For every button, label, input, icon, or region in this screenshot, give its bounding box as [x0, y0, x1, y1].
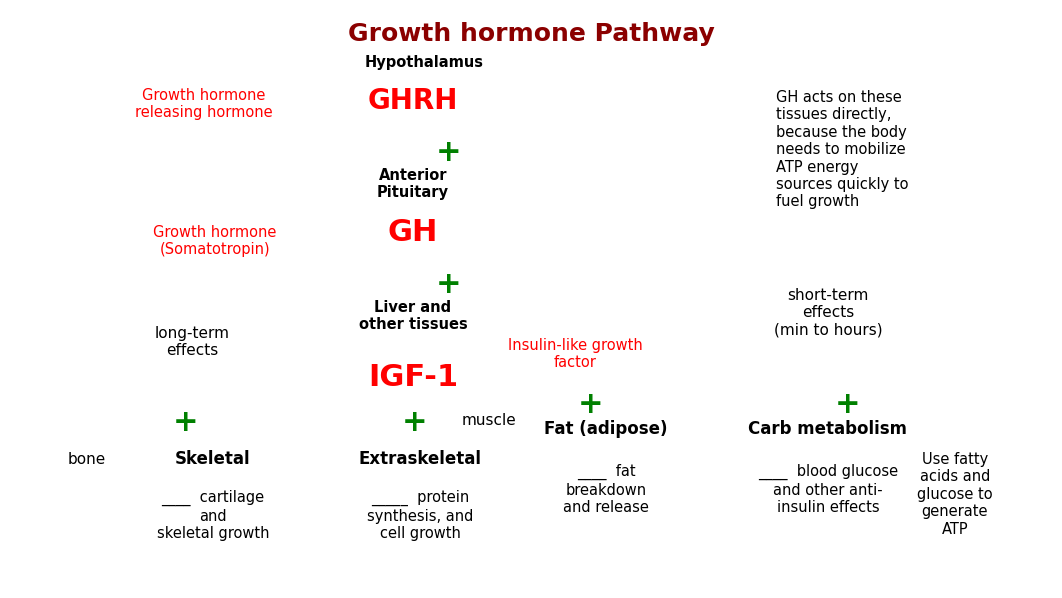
Text: +: + — [835, 390, 861, 419]
Text: Growth hormone
releasing hormone: Growth hormone releasing hormone — [135, 88, 273, 120]
Text: Extraskeletal: Extraskeletal — [359, 450, 481, 468]
Text: +: + — [402, 408, 428, 437]
Text: GH acts on these
tissues directly,
because the body
needs to mobilize
ATP energy: GH acts on these tissues directly, becau… — [776, 90, 908, 209]
Text: Anterior
Pituitary: Anterior Pituitary — [377, 168, 449, 200]
Text: Growth hormone Pathway: Growth hormone Pathway — [347, 22, 715, 46]
Text: GH: GH — [388, 218, 439, 247]
Text: bone: bone — [68, 452, 106, 467]
Text: Insulin-like growth
factor: Insulin-like growth factor — [508, 338, 643, 370]
Text: Fat (adipose): Fat (adipose) — [544, 420, 668, 438]
Text: Skeletal: Skeletal — [175, 450, 251, 468]
Text: Carb metabolism: Carb metabolism — [749, 420, 908, 438]
Text: GHRH: GHRH — [367, 87, 458, 115]
Text: Hypothalamus: Hypothalamus — [364, 55, 483, 70]
Text: ____  blood glucose
and other anti-
insulin effects: ____ blood glucose and other anti- insul… — [758, 464, 898, 515]
Text: Growth hormone
(Somatotropin): Growth hormone (Somatotropin) — [153, 225, 277, 257]
Text: ____  cartilage
and
skeletal growth: ____ cartilage and skeletal growth — [157, 490, 270, 541]
Text: +: + — [436, 270, 462, 299]
Text: ____  fat
breakdown
and release: ____ fat breakdown and release — [563, 464, 649, 515]
Text: +: + — [436, 138, 462, 167]
Text: muscle: muscle — [462, 413, 517, 428]
Text: Liver and
other tissues: Liver and other tissues — [359, 300, 467, 332]
Text: _____  protein
synthesis, and
cell growth: _____ protein synthesis, and cell growth — [366, 490, 474, 541]
Text: long-term
effects: long-term effects — [154, 326, 229, 358]
Text: Use fatty
acids and
glucose to
generate
ATP: Use fatty acids and glucose to generate … — [918, 452, 993, 536]
Text: +: + — [578, 390, 604, 419]
Text: +: + — [173, 408, 199, 437]
Text: IGF-1: IGF-1 — [367, 363, 458, 392]
Text: short-term
effects
(min to hours): short-term effects (min to hours) — [774, 288, 883, 338]
